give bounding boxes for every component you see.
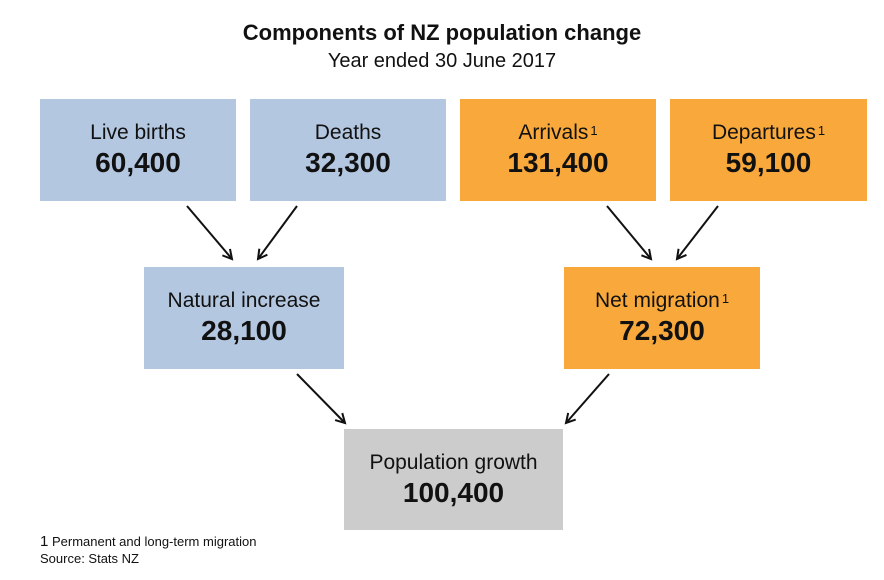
net-migration-footnote-marker: 1 [721,291,730,306]
arrow-deaths-to-natural [258,205,298,259]
arrivals-label-wrap: Arrivals 1 [518,120,597,146]
footnote-text: Permanent and long-term migration [51,534,257,549]
arrivals-label: Arrivals [518,121,589,144]
deaths-box: Deaths 32,300 [250,99,446,201]
population-growth-value: 100,400 [402,476,505,508]
departures-label: Departures [711,121,816,144]
arrow-arrivals-to-netmig [606,205,651,259]
arrivals-value: 131,400 [507,147,609,178]
source-note: Source: Stats NZ [40,551,139,566]
arrow-natural-to-growth [296,373,345,423]
departures-label-wrap: Departures 1 [712,120,825,146]
net-migration-box: Net migration 1 72,300 [564,267,760,369]
footnote-migration: 1 Permanent and long-term migration [40,534,256,550]
arrivals-box: Arrivals 1 131,400 [460,99,656,201]
departures-footnote-marker: 1 [817,123,826,138]
population-growth-box: Population growth 100,400 [344,429,563,530]
live-births-label: Live births [90,121,186,144]
live-births-box: Live births 60,400 [40,99,236,201]
diagram-title: Components of NZ population change [242,20,642,45]
natural-increase-box: Natural increase 28,100 [144,267,344,369]
departures-value: 59,100 [725,147,812,178]
arrow-departures-to-netmig [677,205,719,259]
deaths-value: 32,300 [305,147,391,178]
natural-increase-value: 28,100 [201,315,287,346]
arrow-live-births-to-natural [186,205,232,259]
live-births-value: 60,400 [95,147,181,178]
departures-box: Departures 1 59,100 [670,99,867,201]
arrow-netmig-to-growth [566,373,610,423]
footnote-number: 1 [40,533,49,550]
net-migration-label-wrap: Net migration 1 [595,288,729,314]
net-migration-value: 72,300 [619,315,705,346]
population-growth-label: Population growth [369,450,538,474]
arrivals-footnote-marker: 1 [590,123,598,138]
net-migration-label: Net migration [594,289,720,312]
diagram-subtitle: Year ended 30 June 2017 [327,50,557,72]
deaths-label: Deaths [314,121,382,144]
natural-increase-label: Natural increase [167,289,321,312]
